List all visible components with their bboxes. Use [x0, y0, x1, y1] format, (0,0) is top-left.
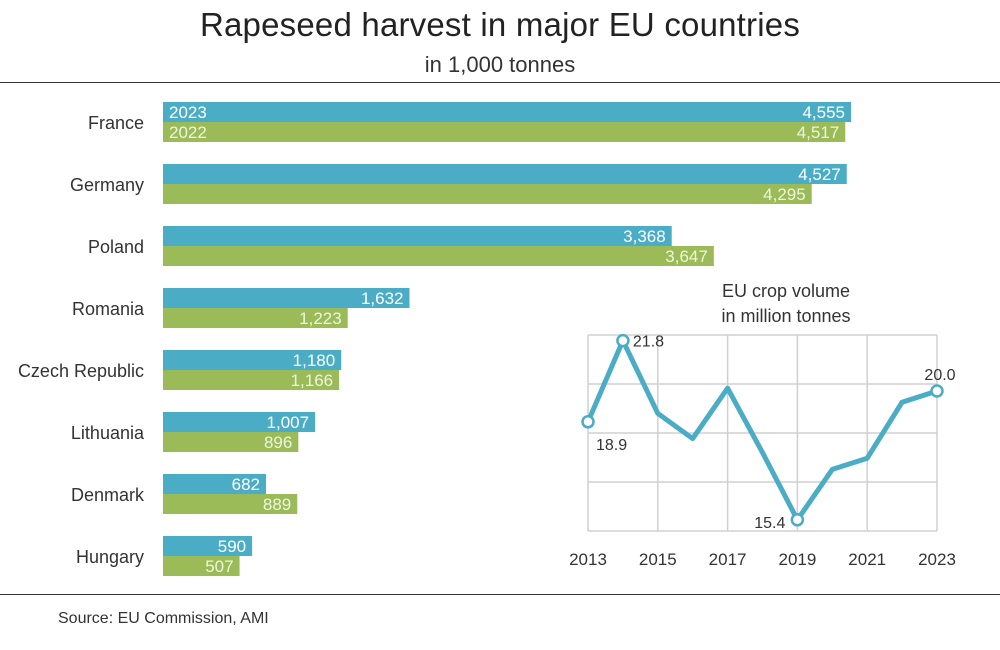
inset-x-tick-label: 2023 [918, 550, 956, 569]
bar-2022 [163, 308, 348, 328]
category-label: Lithuania [71, 423, 145, 443]
bar-value-label: 4,527 [798, 165, 841, 184]
bar-2023 [163, 474, 267, 494]
inset-x-tick-label: 2019 [778, 550, 816, 569]
inset-x-tick-label: 2021 [848, 550, 886, 569]
bar-2023 [163, 164, 847, 184]
legend-series-2023: 2023 [169, 103, 207, 122]
bar-value-label: 889 [263, 495, 291, 514]
bar-2023 [163, 226, 672, 246]
bar-2022 [163, 122, 846, 142]
bar-2023 [163, 350, 342, 370]
bar-2023 [163, 288, 410, 308]
inset-point-marker [581, 415, 595, 429]
inset-point-label: 18.9 [596, 437, 627, 454]
bar-2023 [163, 536, 253, 556]
bar-value-label: 3,368 [623, 227, 666, 246]
bar-value-label: 4,517 [797, 123, 840, 142]
inset-series-line [585, 338, 940, 523]
bar-2022 [163, 556, 240, 576]
bar-value-label: 590 [218, 537, 246, 556]
inset-x-tick-label: 2015 [639, 550, 677, 569]
inset-point-marker [930, 384, 944, 398]
category-label: Denmark [71, 485, 145, 505]
bar-2023 [163, 412, 316, 432]
inset-x-tick-label: 2013 [569, 550, 607, 569]
legend-series-2022: 2022 [169, 123, 207, 142]
bottom-divider [0, 594, 1000, 595]
bar-value-label: 4,555 [802, 103, 845, 122]
category-label: Germany [70, 175, 144, 195]
category-label: France [88, 113, 144, 133]
inset-line-chart: EU crop volume in million tonnes 2013 2015 2… [569, 281, 956, 569]
category-label: Czech Republic [18, 361, 144, 381]
bar-value-label: 682 [232, 475, 260, 494]
category-label: Poland [88, 237, 144, 257]
bar-value-label: 507 [205, 557, 233, 576]
bar-2022 [163, 370, 340, 390]
bar-value-label: 1,007 [267, 413, 310, 432]
bar-value-label: 3,647 [665, 247, 708, 266]
bar-2022 [163, 494, 298, 514]
bar-value-label: 1,632 [361, 289, 404, 308]
source-note: Source: EU Commission, AMI [58, 610, 269, 627]
bar-chart: France 4,555 2023 4,517 2022 Germany 4,5274,29… [18, 102, 851, 576]
bar-value-label: 1,223 [299, 309, 342, 328]
bar-value-label: 1,180 [293, 351, 336, 370]
bar-value-label: 1,166 [291, 371, 334, 390]
top-divider [0, 82, 1000, 83]
bar-value-label: 4,295 [763, 185, 806, 204]
bar-value-label: 896 [264, 433, 292, 452]
bar-2022 [163, 184, 812, 204]
bar-2023 [163, 102, 851, 122]
category-label: Romania [72, 299, 145, 319]
category-label: Hungary [76, 547, 144, 567]
inset-x-tick-label: 2017 [709, 550, 747, 569]
chart-subtitle: in 1,000 tonnes [424, 52, 576, 77]
inset-point-label: 15.4 [754, 515, 785, 532]
inset-point-marker [790, 513, 805, 527]
bar-2022 [163, 246, 714, 266]
inset-point-label: 20.0 [924, 367, 955, 384]
bar-2022 [163, 432, 299, 452]
inset-title: in million tonnes [721, 306, 850, 326]
chart-title: Rapeseed harvest in major EU countries [199, 6, 801, 43]
inset-title: EU crop volume [722, 281, 850, 301]
inset-point-label: 21.8 [633, 334, 664, 351]
inset-point-marker [616, 333, 630, 348]
